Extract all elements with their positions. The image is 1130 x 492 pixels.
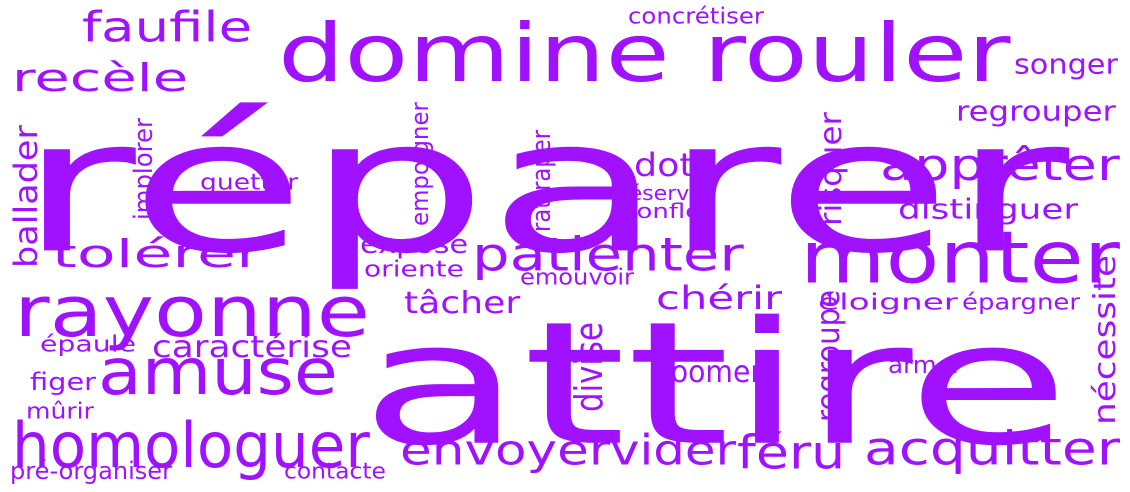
word: empoigner	[408, 102, 432, 226]
word: tâcher	[404, 288, 520, 318]
word: regrouper	[956, 97, 1116, 125]
word: mûrir	[26, 400, 94, 422]
word: gonfler	[620, 201, 712, 221]
word: risquer	[816, 112, 846, 226]
word: apprêter	[880, 143, 1120, 187]
word: regroupe	[812, 290, 844, 422]
word: guetter	[200, 171, 298, 193]
word: armer	[888, 353, 962, 377]
word: expose	[360, 231, 468, 257]
word: divise	[570, 322, 608, 412]
word: épaule	[40, 333, 136, 355]
word: implorer	[130, 118, 156, 220]
word: dote	[634, 149, 716, 181]
word: vider	[610, 429, 736, 471]
word: émouvoir	[520, 266, 634, 288]
word: distinguer	[898, 195, 1078, 223]
word: nécessite	[1090, 255, 1120, 425]
word: rattraper	[528, 130, 554, 232]
word: faufile	[82, 6, 252, 48]
word: féru	[737, 430, 845, 476]
word: figer	[30, 370, 96, 394]
word: chérir	[656, 282, 782, 314]
word: tolérer	[52, 235, 262, 273]
word: concrétiser	[628, 5, 764, 27]
word: contacte	[284, 460, 386, 482]
word: caractérise	[152, 332, 352, 362]
word: recèle	[12, 59, 188, 97]
word: acquitter	[864, 426, 1120, 472]
word: zoomer	[656, 357, 762, 387]
word: oriente	[364, 258, 464, 280]
word: pré-organiser	[10, 459, 172, 483]
word: ballader	[10, 125, 42, 268]
word: songer	[1014, 50, 1118, 78]
word: monter	[800, 222, 1120, 294]
word: envoyer	[400, 429, 610, 471]
word: épargner	[962, 291, 1080, 313]
